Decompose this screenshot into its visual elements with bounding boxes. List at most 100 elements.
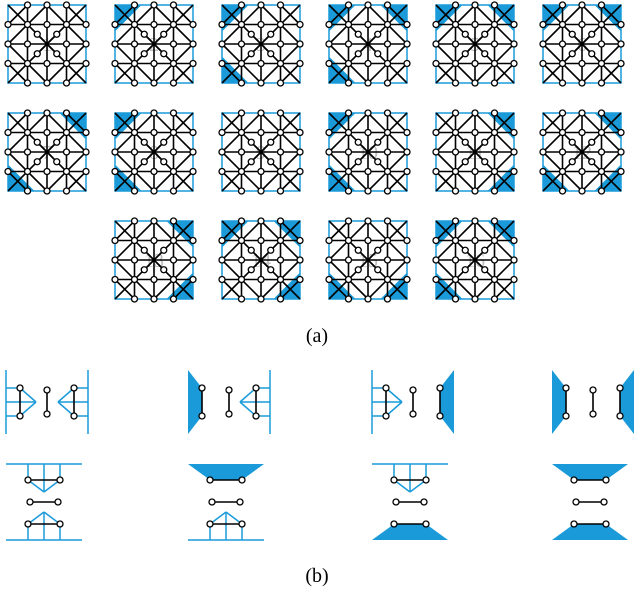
- mesh-node: [169, 295, 178, 303]
- mesh-node: [218, 148, 226, 156]
- fragment-node: [198, 412, 206, 420]
- mesh-node: [23, 1, 32, 9]
- fragment-node: [436, 412, 444, 420]
- mesh-node: [617, 20, 625, 29]
- mesh-node: [344, 295, 353, 303]
- mesh-node: [451, 256, 460, 264]
- mesh-node: [383, 275, 392, 284]
- mesh-node: [169, 40, 178, 48]
- fragment-grid-b: [5, 370, 634, 541]
- mesh-node: [267, 138, 275, 146]
- mesh-edge: [386, 112, 408, 134]
- mesh-node: [364, 187, 372, 195]
- mesh-node: [169, 109, 178, 117]
- mesh-node: [130, 295, 139, 303]
- mesh-node: [325, 40, 333, 48]
- mesh-edge: [328, 112, 350, 134]
- mesh-edge: [221, 278, 243, 300]
- mesh-node: [403, 167, 411, 176]
- mesh-node: [160, 138, 168, 146]
- mesh-node: [267, 158, 275, 166]
- mesh-node: [160, 246, 168, 254]
- mesh-node: [471, 1, 479, 9]
- mesh-node: [296, 59, 304, 68]
- mesh-node: [237, 40, 246, 48]
- mesh-edge: [571, 141, 593, 163]
- mesh-node: [354, 30, 362, 38]
- mesh-edge: [172, 220, 194, 242]
- mesh-panel: 9: [218, 109, 304, 195]
- mesh-node: [130, 148, 139, 156]
- mesh-node: [276, 217, 285, 225]
- mesh-node: [257, 275, 265, 284]
- mesh-node: [558, 59, 567, 68]
- mesh-node: [82, 128, 90, 137]
- mesh-node: [364, 1, 372, 9]
- mesh-node: [451, 79, 460, 87]
- caption-a: (a): [306, 325, 328, 347]
- wedge-right-filled: [440, 370, 454, 434]
- mesh-panel: 7: [4, 109, 90, 195]
- mesh-node: [237, 1, 246, 9]
- mesh-node: [325, 20, 333, 29]
- mesh-node: [558, 148, 567, 156]
- mesh-node: [510, 236, 518, 245]
- mesh-node: [344, 128, 353, 137]
- mesh-node: [451, 59, 460, 68]
- mesh-node: [481, 158, 489, 166]
- mesh-node: [354, 266, 362, 274]
- mesh-node: [344, 59, 353, 68]
- mesh-node: [23, 167, 32, 176]
- mesh-node: [471, 79, 479, 87]
- mesh-node: [451, 128, 460, 137]
- mesh-node: [189, 59, 197, 68]
- mesh-node: [276, 295, 285, 303]
- mesh-node: [218, 20, 226, 29]
- mesh-node: [23, 109, 32, 117]
- mesh-node: [23, 148, 32, 156]
- mesh-edge: [493, 220, 515, 242]
- mesh-node: [237, 167, 246, 176]
- mesh-node: [82, 20, 90, 29]
- mesh-node: [130, 40, 139, 48]
- mesh-node: [568, 138, 576, 146]
- mesh-node: [451, 20, 460, 29]
- mesh-node: [403, 59, 411, 68]
- mesh-node: [510, 256, 518, 264]
- mesh-node: [237, 295, 246, 303]
- mesh-node: [247, 30, 255, 38]
- mesh-node: [344, 187, 353, 195]
- mesh-node: [247, 50, 255, 58]
- mesh-node: [451, 187, 460, 195]
- mesh-edge: [542, 4, 564, 26]
- mesh-node: [237, 275, 246, 284]
- mesh-edge: [386, 4, 408, 26]
- mesh-node: [130, 236, 139, 245]
- mesh-edge: [279, 170, 301, 192]
- mesh-edge: [435, 112, 457, 134]
- mesh-edge: [36, 33, 58, 55]
- mesh-node: [4, 20, 12, 29]
- mesh-node: [490, 109, 499, 117]
- mesh-edge: [114, 170, 136, 192]
- mesh-node: [490, 167, 499, 176]
- mesh-node: [568, 158, 576, 166]
- mesh-edge: [600, 4, 622, 26]
- mesh-node: [257, 217, 265, 225]
- fragment-node: [16, 412, 24, 420]
- mesh-node: [276, 187, 285, 195]
- mesh-node: [53, 30, 61, 38]
- mesh-node: [325, 59, 333, 68]
- mesh-node: [111, 275, 119, 284]
- mesh-node: [471, 295, 479, 303]
- fragment-vertical: [188, 464, 264, 541]
- mesh-node: [597, 167, 606, 176]
- mesh-node: [150, 79, 158, 87]
- mesh-node: [296, 40, 304, 48]
- mesh-node: [111, 40, 119, 48]
- mesh-node: [451, 217, 460, 225]
- mesh-edge: [435, 4, 457, 26]
- fragment-node: [225, 410, 233, 418]
- mesh-node: [432, 20, 440, 29]
- mesh-node: [325, 275, 333, 284]
